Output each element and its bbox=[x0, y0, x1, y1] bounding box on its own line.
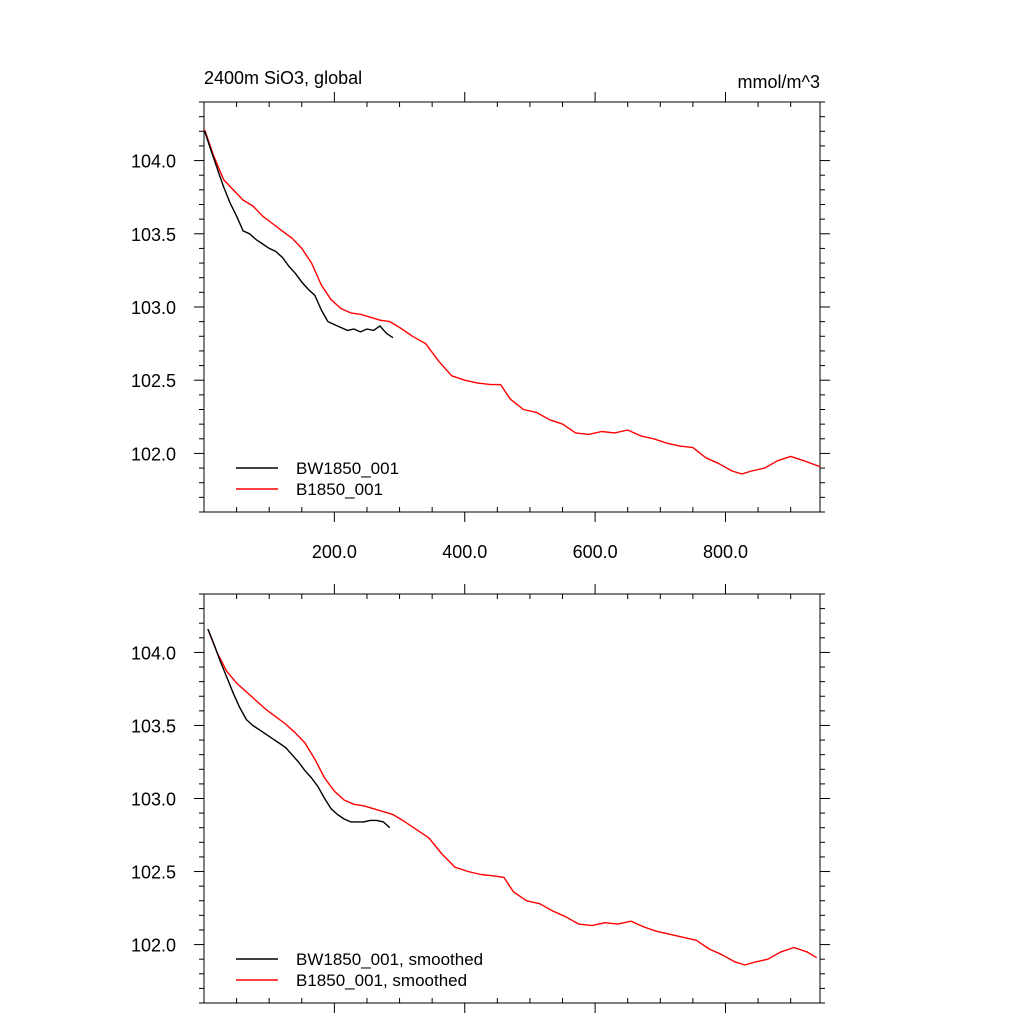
series-line-1 bbox=[204, 131, 394, 339]
y-tick-label: 102.0 bbox=[131, 936, 176, 956]
plot-frame-2 bbox=[203, 593, 821, 1004]
panel-title-right: mmol/m^3 bbox=[738, 72, 820, 92]
y-tick-label: 102.0 bbox=[131, 444, 176, 464]
legend-label-2: B1850_001 bbox=[296, 480, 383, 499]
y-tick-label: 102.5 bbox=[131, 371, 176, 391]
series-line-2 bbox=[207, 628, 818, 966]
y-tick-label: 104.0 bbox=[131, 643, 176, 663]
x-tick-label: 800.0 bbox=[703, 542, 748, 562]
y-tick-label: 102.5 bbox=[131, 863, 176, 883]
y-tick-label: 104.0 bbox=[131, 152, 176, 172]
x-tick-label: 200.0 bbox=[312, 542, 357, 562]
series-line-1 bbox=[207, 628, 391, 829]
legend-label-2: B1850_001, smoothed bbox=[296, 971, 467, 990]
y-tick-label: 103.0 bbox=[131, 790, 176, 810]
y-tick-label: 103.5 bbox=[131, 225, 176, 245]
x-tick-label: 400.0 bbox=[442, 542, 487, 562]
panel-title-left: 2400m SiO3, global bbox=[204, 68, 362, 88]
y-tick-label: 103.0 bbox=[131, 298, 176, 318]
y-tick-label: 103.5 bbox=[131, 716, 176, 736]
series-line-2 bbox=[204, 129, 821, 475]
plot-frame-1 bbox=[203, 101, 821, 513]
x-tick-label: 600.0 bbox=[573, 542, 618, 562]
legend-label-1: BW1850_001, smoothed bbox=[296, 950, 483, 969]
legend-label-1: BW1850_001 bbox=[296, 459, 399, 478]
